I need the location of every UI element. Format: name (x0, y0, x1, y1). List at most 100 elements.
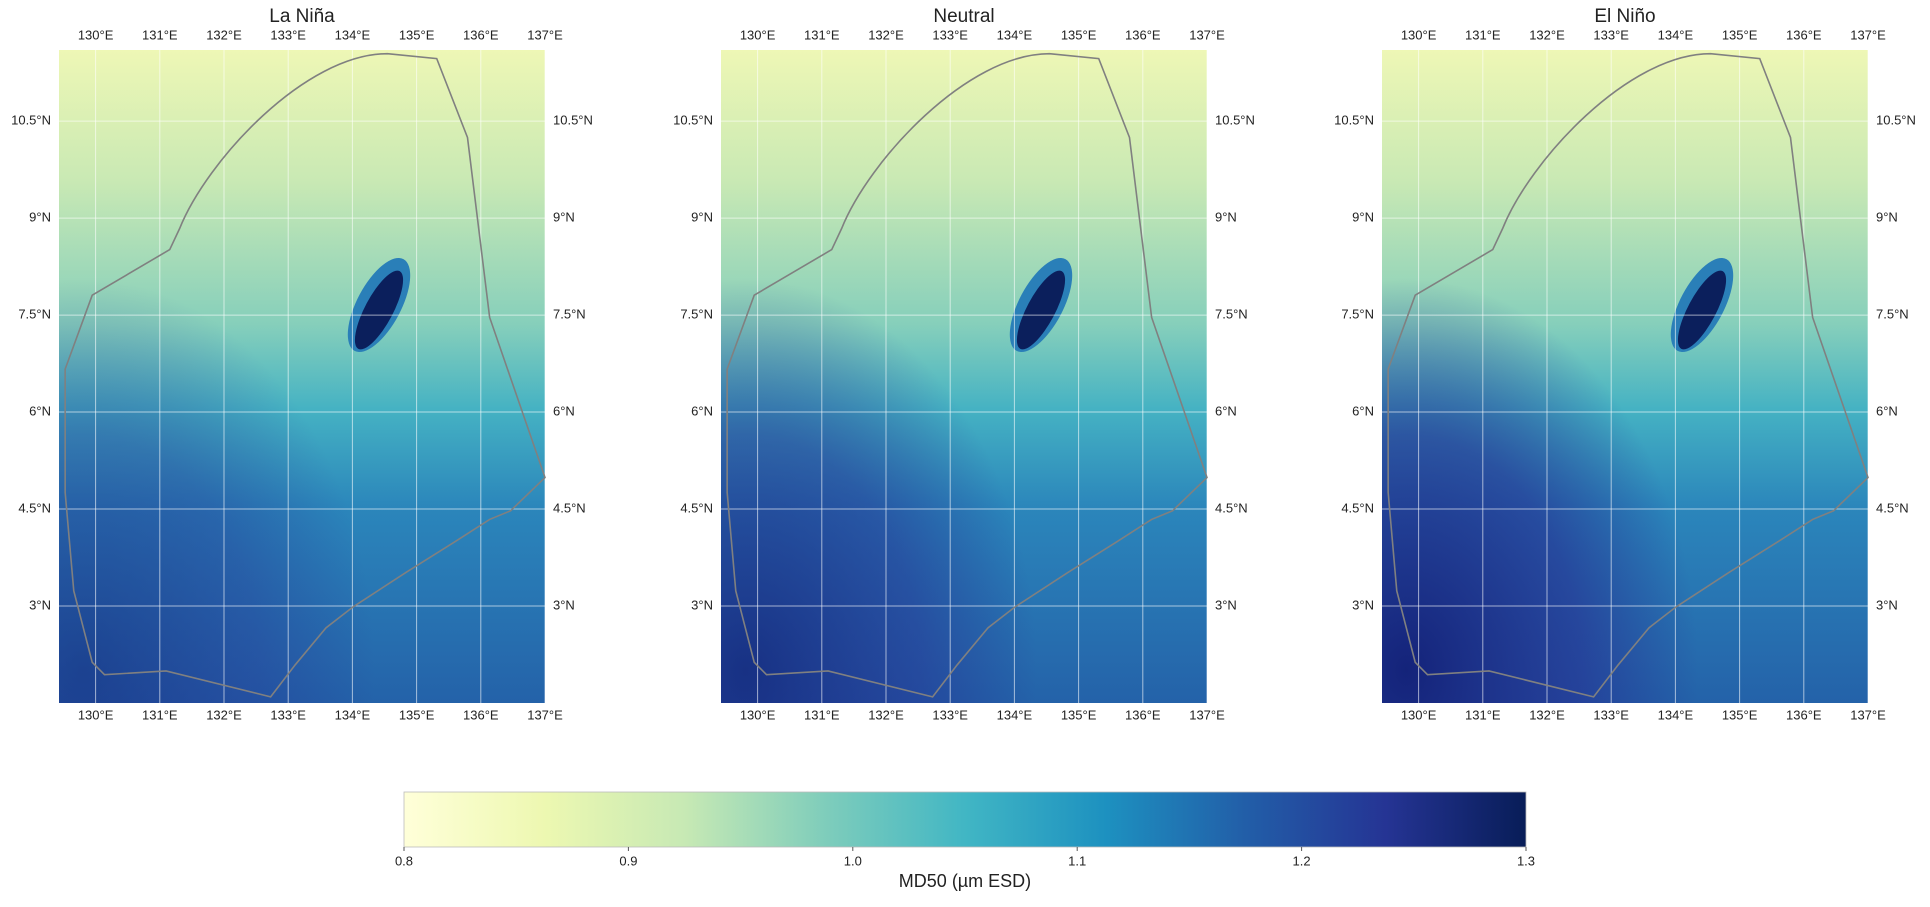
lat-tick-label: 3°N (1352, 597, 1374, 612)
lon-tick-label: 136°E (1786, 27, 1822, 42)
lon-tick-label: 137°E (527, 707, 563, 722)
lon-tick-label: 132°E (1529, 27, 1565, 42)
lat-tick-label: 4.5°N (1215, 500, 1248, 515)
heatmap (721, 50, 1207, 703)
lat-tick-label: 7.5°N (1341, 307, 1374, 322)
lon-tick-label: 137°E (527, 27, 563, 42)
lat-tick-label: 10.5°N (1334, 113, 1374, 128)
lat-tick-label: 7.5°N (1876, 307, 1909, 322)
lat-tick-label: 7.5°N (1215, 307, 1248, 322)
lat-tick-label: 3°N (691, 597, 713, 612)
lat-tick-label: 3°N (1876, 597, 1898, 612)
lon-tick-label: 137°E (1189, 27, 1225, 42)
colorbar-tick-label: 1.1 (1068, 853, 1086, 868)
colorbar-tick-label: 1.0 (844, 853, 862, 868)
lat-tick-label: 3°N (1215, 597, 1237, 612)
lon-tick-label: 130°E (78, 707, 114, 722)
reef (1016, 270, 1066, 350)
map-panel: Neutral 130°E 130°E 131°E 131°E 132°E 132°E 133… (673, 6, 1255, 722)
heatmap-deep (721, 50, 1207, 703)
lat-tick-label: 10.5°N (673, 113, 713, 128)
lon-tick-label: 135°E (399, 27, 435, 42)
lon-tick-label: 136°E (463, 27, 499, 42)
lat-tick-label: 4.5°N (1341, 500, 1374, 515)
heatmap-deep (1382, 50, 1868, 703)
colorbar-tick-label: 0.8 (395, 853, 413, 868)
lon-tick-label: 135°E (1722, 27, 1758, 42)
lat-tick-label: 4.5°N (553, 500, 586, 515)
lat-tick-label: 6°N (1352, 403, 1374, 418)
lat-tick-label: 4.5°N (680, 500, 713, 515)
lat-tick-label: 6°N (1215, 403, 1237, 418)
lat-tick-label: 6°N (553, 403, 575, 418)
lat-tick-label: 10.5°N (1876, 113, 1916, 128)
lat-tick-label: 7.5°N (553, 307, 586, 322)
lon-tick-label: 136°E (463, 707, 499, 722)
lon-tick-label: 131°E (142, 27, 178, 42)
boundary-outline (1388, 54, 1868, 697)
lon-tick-label: 133°E (932, 707, 968, 722)
lat-tick-label: 9°N (553, 210, 575, 225)
lon-tick-label: 134°E (335, 27, 371, 42)
lon-tick-label: 137°E (1189, 707, 1225, 722)
lat-tick-label: 3°N (29, 597, 51, 612)
colorbar-label: MD50 (µm ESD) (899, 871, 1031, 891)
lon-tick-label: 130°E (1401, 707, 1437, 722)
panel-title: La Niña (269, 6, 335, 27)
boundary-outline (65, 54, 545, 697)
lat-tick-label: 7.5°N (18, 307, 51, 322)
map-panel: El Niño 130°E 130°E 131°E 131°E 132°E 132°E 133… (1334, 6, 1916, 722)
lon-tick-label: 135°E (1722, 707, 1758, 722)
lat-tick-label: 9°N (1876, 210, 1898, 225)
lon-tick-label: 135°E (1061, 27, 1097, 42)
reef (1677, 270, 1727, 350)
heatmap-deep (59, 50, 545, 703)
lon-tick-label: 131°E (142, 707, 178, 722)
lat-tick-label: 3°N (553, 597, 575, 612)
colorbar: 0.8 0.9 1.0 1.1 1.2 1.3 MD50 (µm ESD) (395, 791, 1535, 891)
reef (354, 270, 404, 350)
lon-tick-label: 132°E (868, 27, 904, 42)
lat-tick-label: 6°N (691, 403, 713, 418)
lon-tick-label: 134°E (1658, 707, 1694, 722)
map-panel: La Niña 130°E 130°E 131°E 131°E 132°E 132°E 133… (11, 6, 593, 722)
lon-tick-label: 132°E (206, 707, 242, 722)
lon-tick-label: 134°E (997, 707, 1033, 722)
lon-tick-label: 131°E (1465, 707, 1501, 722)
colorbar-tick-label: 0.9 (619, 853, 637, 868)
lat-tick-label: 9°N (691, 210, 713, 225)
lon-tick-label: 134°E (997, 27, 1033, 42)
colorbar-tick-label: 1.3 (1517, 853, 1535, 868)
heatmap (59, 50, 545, 703)
lon-tick-label: 131°E (1465, 27, 1501, 42)
lon-tick-label: 133°E (270, 707, 306, 722)
lon-tick-label: 137°E (1850, 707, 1886, 722)
lat-tick-label: 10.5°N (1215, 113, 1255, 128)
colorbar-ramp (403, 791, 1527, 848)
lat-tick-label: 7.5°N (680, 307, 713, 322)
lon-tick-label: 131°E (804, 707, 840, 722)
lon-tick-label: 132°E (206, 27, 242, 42)
lon-tick-label: 135°E (399, 707, 435, 722)
colorbar-tick-label: 1.2 (1293, 853, 1311, 868)
lon-tick-label: 136°E (1125, 27, 1161, 42)
lon-tick-label: 134°E (1658, 27, 1694, 42)
lon-tick-label: 133°E (932, 27, 968, 42)
lat-tick-label: 6°N (29, 403, 51, 418)
lat-tick-label: 10.5°N (11, 113, 51, 128)
lat-tick-label: 10.5°N (553, 113, 593, 128)
panel-title: El Niño (1594, 6, 1655, 27)
lon-tick-label: 130°E (1401, 27, 1437, 42)
lon-tick-label: 130°E (78, 27, 114, 42)
lon-tick-label: 137°E (1850, 27, 1886, 42)
lon-tick-label: 134°E (335, 707, 371, 722)
lat-tick-label: 9°N (1215, 210, 1237, 225)
lat-tick-label: 6°N (1876, 403, 1898, 418)
lon-tick-label: 130°E (740, 27, 776, 42)
lon-tick-label: 132°E (1529, 707, 1565, 722)
lon-tick-label: 135°E (1061, 707, 1097, 722)
lon-tick-label: 133°E (1593, 707, 1629, 722)
lon-tick-label: 131°E (804, 27, 840, 42)
heatmap (1382, 50, 1868, 703)
